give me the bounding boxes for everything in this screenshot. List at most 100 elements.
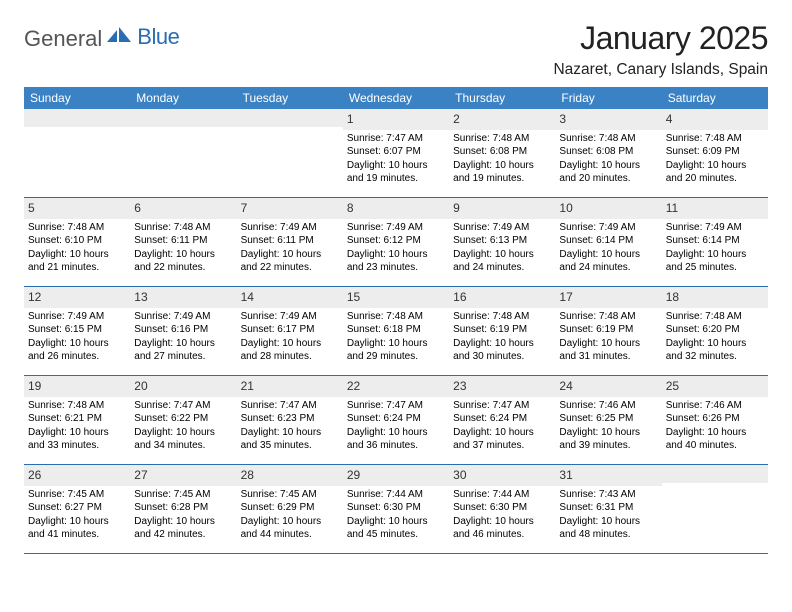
sunset-line: Sunset: 6:07 PM [347, 145, 445, 159]
day-number: 14 [241, 290, 254, 304]
day-number-bar: 7 [237, 198, 343, 219]
sunset-line: Sunset: 6:29 PM [241, 501, 339, 515]
sunset-line: Sunset: 6:10 PM [28, 234, 126, 248]
day-cell: 13Sunrise: 7:49 AMSunset: 6:16 PMDayligh… [130, 287, 236, 375]
dow-cell: Wednesday [343, 87, 449, 109]
day-number: 21 [241, 379, 254, 393]
daylight-line: Daylight: 10 hours and 20 minutes. [559, 159, 657, 186]
sunrise-line: Sunrise: 7:45 AM [28, 488, 126, 502]
sunset-line: Sunset: 6:28 PM [134, 501, 232, 515]
sunset-line: Sunset: 6:14 PM [559, 234, 657, 248]
sunset-line: Sunset: 6:23 PM [241, 412, 339, 426]
day-number: 23 [453, 379, 466, 393]
day-number: 5 [28, 201, 35, 215]
sunset-line: Sunset: 6:16 PM [134, 323, 232, 337]
sunset-line: Sunset: 6:25 PM [559, 412, 657, 426]
dow-cell: Saturday [662, 87, 768, 109]
daylight-line: Daylight: 10 hours and 19 minutes. [347, 159, 445, 186]
sunrise-line: Sunrise: 7:47 AM [347, 399, 445, 413]
logo: General Blue [24, 20, 179, 53]
day-number-bar: 13 [130, 287, 236, 308]
day-number-bar: 24 [555, 376, 661, 397]
sunset-line: Sunset: 6:17 PM [241, 323, 339, 337]
sunset-line: Sunset: 6:21 PM [28, 412, 126, 426]
daylight-line: Daylight: 10 hours and 35 minutes. [241, 426, 339, 453]
dow-cell: Thursday [449, 87, 555, 109]
day-cell: 20Sunrise: 7:47 AMSunset: 6:22 PMDayligh… [130, 376, 236, 464]
day-number-bar-empty [130, 109, 236, 127]
day-number: 16 [453, 290, 466, 304]
day-cell [24, 109, 130, 197]
day-number: 4 [666, 112, 673, 126]
day-number: 13 [134, 290, 147, 304]
sunset-line: Sunset: 6:14 PM [666, 234, 764, 248]
day-number-bar: 5 [24, 198, 130, 219]
day-cell: 23Sunrise: 7:47 AMSunset: 6:24 PMDayligh… [449, 376, 555, 464]
sunrise-line: Sunrise: 7:43 AM [559, 488, 657, 502]
daylight-line: Daylight: 10 hours and 30 minutes. [453, 337, 551, 364]
daylight-line: Daylight: 10 hours and 36 minutes. [347, 426, 445, 453]
day-number: 30 [453, 468, 466, 482]
day-cell: 8Sunrise: 7:49 AMSunset: 6:12 PMDaylight… [343, 198, 449, 286]
day-number-bar: 30 [449, 465, 555, 486]
daylight-line: Daylight: 10 hours and 28 minutes. [241, 337, 339, 364]
sunrise-line: Sunrise: 7:49 AM [666, 221, 764, 235]
day-number: 10 [559, 201, 572, 215]
sunset-line: Sunset: 6:19 PM [453, 323, 551, 337]
sunset-line: Sunset: 6:20 PM [666, 323, 764, 337]
day-number-bar: 16 [449, 287, 555, 308]
day-number: 27 [134, 468, 147, 482]
day-number: 9 [453, 201, 460, 215]
sunset-line: Sunset: 6:26 PM [666, 412, 764, 426]
sunrise-line: Sunrise: 7:45 AM [241, 488, 339, 502]
sunrise-line: Sunrise: 7:48 AM [134, 221, 232, 235]
week-row: 12Sunrise: 7:49 AMSunset: 6:15 PMDayligh… [24, 287, 768, 376]
day-number-bar: 31 [555, 465, 661, 486]
sunrise-line: Sunrise: 7:48 AM [453, 132, 551, 146]
sunrise-line: Sunrise: 7:47 AM [241, 399, 339, 413]
day-cell: 12Sunrise: 7:49 AMSunset: 6:15 PMDayligh… [24, 287, 130, 375]
month-title: January 2025 [553, 20, 768, 57]
day-cell: 1Sunrise: 7:47 AMSunset: 6:07 PMDaylight… [343, 109, 449, 197]
sunset-line: Sunset: 6:11 PM [134, 234, 232, 248]
week-row: 19 Sunrise: 7:48 AMSunset: 6:21 PM Dayligh… [24, 376, 768, 465]
day-number: 20 [134, 379, 147, 393]
day-number-bar: 8 [343, 198, 449, 219]
day-cell: 31Sunrise: 7:43 AMSunset: 6:31 PMDayligh… [555, 465, 661, 553]
day-cell: 29Sunrise: 7:44 AMSunset: 6:30 PMDayligh… [343, 465, 449, 553]
day-number-bar: 26 [24, 465, 130, 486]
sunrise-line: Sunrise: 7:44 AM [347, 488, 445, 502]
day-cell: 11Sunrise: 7:49 AMSunset: 6:14 PMDayligh… [662, 198, 768, 286]
day-number: 1 [347, 112, 354, 126]
day-cell: 17Sunrise: 7:48 AMSunset: 6:19 PMDayligh… [555, 287, 661, 375]
day-number: 2 [453, 112, 460, 126]
sunrise-line: Sunrise: 7:48 AM [28, 399, 126, 413]
dow-cell: Tuesday [237, 87, 343, 109]
sunrise-line: Sunrise: 7:45 AM [134, 488, 232, 502]
day-number-bar: 14 [237, 287, 343, 308]
day-number: 17 [559, 290, 572, 304]
daylight-line: Daylight: 10 hours and 22 minutes. [134, 248, 232, 275]
day-number-bar: 29 [343, 465, 449, 486]
sunrise-line: Sunrise: 7:46 AM [666, 399, 764, 413]
day-number-bar-empty [237, 109, 343, 127]
daylight-line: Daylight: 10 hours and 24 minutes. [453, 248, 551, 275]
week-row: 1Sunrise: 7:47 AMSunset: 6:07 PMDaylight… [24, 109, 768, 198]
day-cell: 26Sunrise: 7:45 AMSunset: 6:27 PMDayligh… [24, 465, 130, 553]
day-number-bar: 2 [449, 109, 555, 130]
daylight-line: Daylight: 10 hours and 34 minutes. [134, 426, 232, 453]
day-number-bar: 27 [130, 465, 236, 486]
sunrise-line: Sunrise: 7:47 AM [134, 399, 232, 413]
day-number: 29 [347, 468, 360, 482]
sunrise-line: Sunrise: 7:48 AM [666, 310, 764, 324]
day-number-bar: 19 [24, 376, 130, 397]
day-cell [237, 109, 343, 197]
daylight-line: Daylight: 10 hours and 37 minutes. [453, 426, 551, 453]
sunset-line: Sunset: 6:18 PM [347, 323, 445, 337]
daylight-line: Daylight: 10 hours and 48 minutes. [559, 515, 657, 542]
logo-text-blue: Blue [137, 24, 179, 49]
sunset-line: Sunset: 6:13 PM [453, 234, 551, 248]
daylight-line: Daylight: 10 hours and 45 minutes. [347, 515, 445, 542]
day-cell: 9Sunrise: 7:49 AMSunset: 6:13 PMDaylight… [449, 198, 555, 286]
sunrise-line: Sunrise: 7:48 AM [666, 132, 764, 146]
